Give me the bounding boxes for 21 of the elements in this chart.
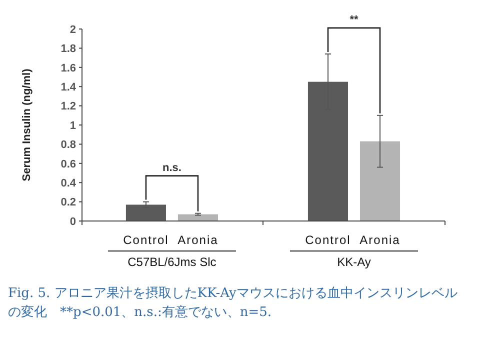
y-tick-label: 1.4 <box>60 81 77 94</box>
y-tick-label: 0.2 <box>60 196 76 209</box>
annotation: n.s. <box>162 162 182 174</box>
y-tick-label: 1.6 <box>60 62 76 74</box>
y-tick-label: 1.2 <box>60 100 76 113</box>
text: C57BL/6Jms Slc <box>128 255 216 269</box>
y-tick-label: 1 <box>70 120 76 132</box>
y-tick-label: 0.6 <box>60 158 76 170</box>
y-tick-label: 0.4 <box>60 177 77 190</box>
y-axis-title: Serum Insulin (ng/ml) <box>21 68 33 182</box>
text: ** <box>350 14 359 26</box>
y-tick-label: 0.8 <box>60 139 76 152</box>
y-tick-label: 0 <box>70 216 76 228</box>
caption: Fig. 5. アロニア果汁を摂取したKK-Ayマウスにおける血中インスリンレベルの変化 **p<0.01、n.s.:有意でない、n=5. <box>8 285 458 322</box>
x-tick-label: Aronia <box>360 233 400 247</box>
x-tick-label: Aronia <box>178 233 218 247</box>
x-tick-label: Control <box>123 233 169 247</box>
y-tick-label: 2 <box>70 24 76 36</box>
y-tick-label: 1.8 <box>60 43 76 56</box>
text: KK-Ay <box>337 255 371 269</box>
x-tick-label: Control <box>305 233 351 247</box>
